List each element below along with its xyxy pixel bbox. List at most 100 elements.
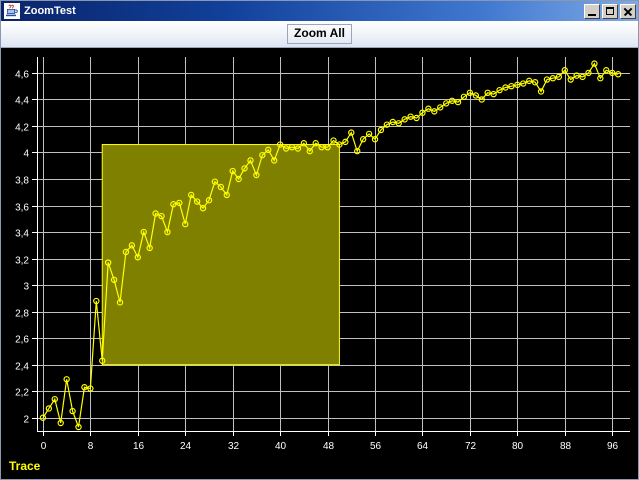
trace-data-point (170, 201, 177, 208)
trace-data-point (359, 136, 367, 143)
zoom-all-button[interactable]: Zoom All (287, 24, 352, 44)
trace-data-point (579, 73, 586, 81)
trace-data-point (466, 89, 474, 97)
x-tick-label: 88 (560, 441, 572, 452)
trace-data-point (306, 147, 313, 155)
y-tick-label: 3 (23, 282, 29, 293)
trace-data-point (561, 67, 568, 74)
trace-data-point (407, 113, 414, 120)
y-tick-label: 2,8 (15, 309, 29, 320)
trace-data-point (294, 145, 302, 152)
trace-data-point (205, 197, 213, 204)
trace-data-point (389, 118, 396, 126)
trace-data-point (187, 191, 195, 199)
trace-data-point (110, 276, 118, 284)
maximize-button[interactable] (602, 3, 618, 19)
x-tick-label: 80 (512, 441, 524, 452)
toolbar: Zoom All (1, 21, 638, 48)
trace-data-point (104, 259, 112, 266)
trace-data-point (591, 60, 598, 67)
trace-data-point (371, 136, 379, 143)
trace-data-point (288, 143, 296, 151)
window-controls (584, 3, 636, 19)
trace-data-point (128, 242, 136, 249)
chart-canvas[interactable]: 2 2,2 2,4 2,6 2,8 3 3,2 3,4 3,6 3,8 4 4,2 4,4 4,6 0 8 16… (1, 48, 638, 479)
trace-data-point (134, 254, 142, 261)
trace-data-point (520, 80, 527, 87)
title-bar: ZoomTest (1, 1, 638, 21)
trace-data-point (437, 104, 444, 111)
trace-data-point (460, 93, 468, 100)
trace-data-point (383, 121, 391, 128)
trace-data-point (99, 357, 106, 364)
trace-data-point (87, 385, 94, 392)
trace-data-point (377, 126, 385, 134)
y-tick-label: 4,2 (15, 123, 29, 134)
x-tick-label: 8 (88, 441, 94, 452)
y-tick-label: 3,6 (15, 203, 29, 214)
trace-data-point (312, 140, 319, 147)
trace-data-point (514, 81, 521, 89)
trace-data-point (336, 141, 343, 148)
trace-data-point (442, 100, 450, 107)
trace-data-point (193, 198, 201, 205)
trace-data-point (502, 84, 509, 91)
trace-data-point (365, 130, 373, 138)
trace-data-point (176, 199, 183, 207)
y-tick-label: 3,2 (15, 256, 29, 267)
x-tick-label: 48 (323, 441, 335, 452)
trace-data-point (199, 204, 207, 212)
trace-data-point (211, 178, 219, 185)
zoom-selection-rect (101, 144, 340, 366)
x-tick-label: 16 (133, 441, 145, 452)
trace-data-point (93, 297, 100, 305)
trace-data-point (57, 419, 64, 427)
trace-data-point (609, 69, 616, 77)
trace-data-point (448, 97, 456, 104)
trace-data-point (265, 146, 272, 154)
y-tick-label: 3,4 (15, 229, 29, 240)
trace-data-point (69, 407, 76, 415)
trace-data-point (484, 89, 491, 97)
trace-data-point (454, 98, 462, 106)
minimize-button[interactable] (584, 3, 600, 19)
trace-data-point (324, 143, 331, 151)
trace-data-point (585, 69, 592, 77)
trace-data-point (229, 167, 236, 175)
trace-data-point (122, 248, 130, 256)
y-tick-label: 2,6 (15, 335, 29, 346)
trace-data-point (247, 157, 254, 164)
y-tick-label: 4,6 (15, 70, 29, 81)
trace-data-point (342, 138, 349, 146)
close-button[interactable] (620, 3, 636, 19)
trace-data-point (348, 129, 355, 136)
x-tick-label: 56 (370, 441, 382, 452)
trace-data-point (573, 72, 580, 79)
trace-data-point (63, 376, 70, 383)
x-tick-label: 96 (607, 441, 619, 452)
y-tick-label: 4 (23, 149, 29, 160)
trace-data-point (235, 175, 242, 183)
trace-data-point (75, 423, 82, 431)
trace-data-point (490, 90, 497, 98)
trace-data-point (508, 82, 515, 90)
y-tick-label: 2 (23, 415, 29, 426)
trace-data-point (51, 395, 58, 403)
trace-data-point (152, 210, 159, 217)
trace-data-point (597, 75, 604, 82)
legend-trace-label: Trace (9, 459, 41, 473)
trace-data-point (413, 114, 420, 122)
x-tick-label: 72 (465, 441, 477, 452)
trace-data-point (318, 143, 325, 151)
y-tick-label: 4,4 (15, 96, 29, 107)
trace-data-point (300, 140, 308, 147)
trace-chart[interactable]: 2 2,2 2,4 2,6 2,8 3 3,2 3,4 3,6 3,8 4 4,2 4,4 4,6 0 8 16… (1, 49, 638, 479)
trace-data-point (158, 212, 165, 220)
trace-data-point (401, 116, 408, 123)
trace-data-point (271, 157, 278, 164)
trace-data-point (478, 96, 485, 103)
trace-data-point (253, 171, 260, 179)
trace-data-point (603, 67, 610, 74)
trace-data-point (116, 299, 124, 306)
